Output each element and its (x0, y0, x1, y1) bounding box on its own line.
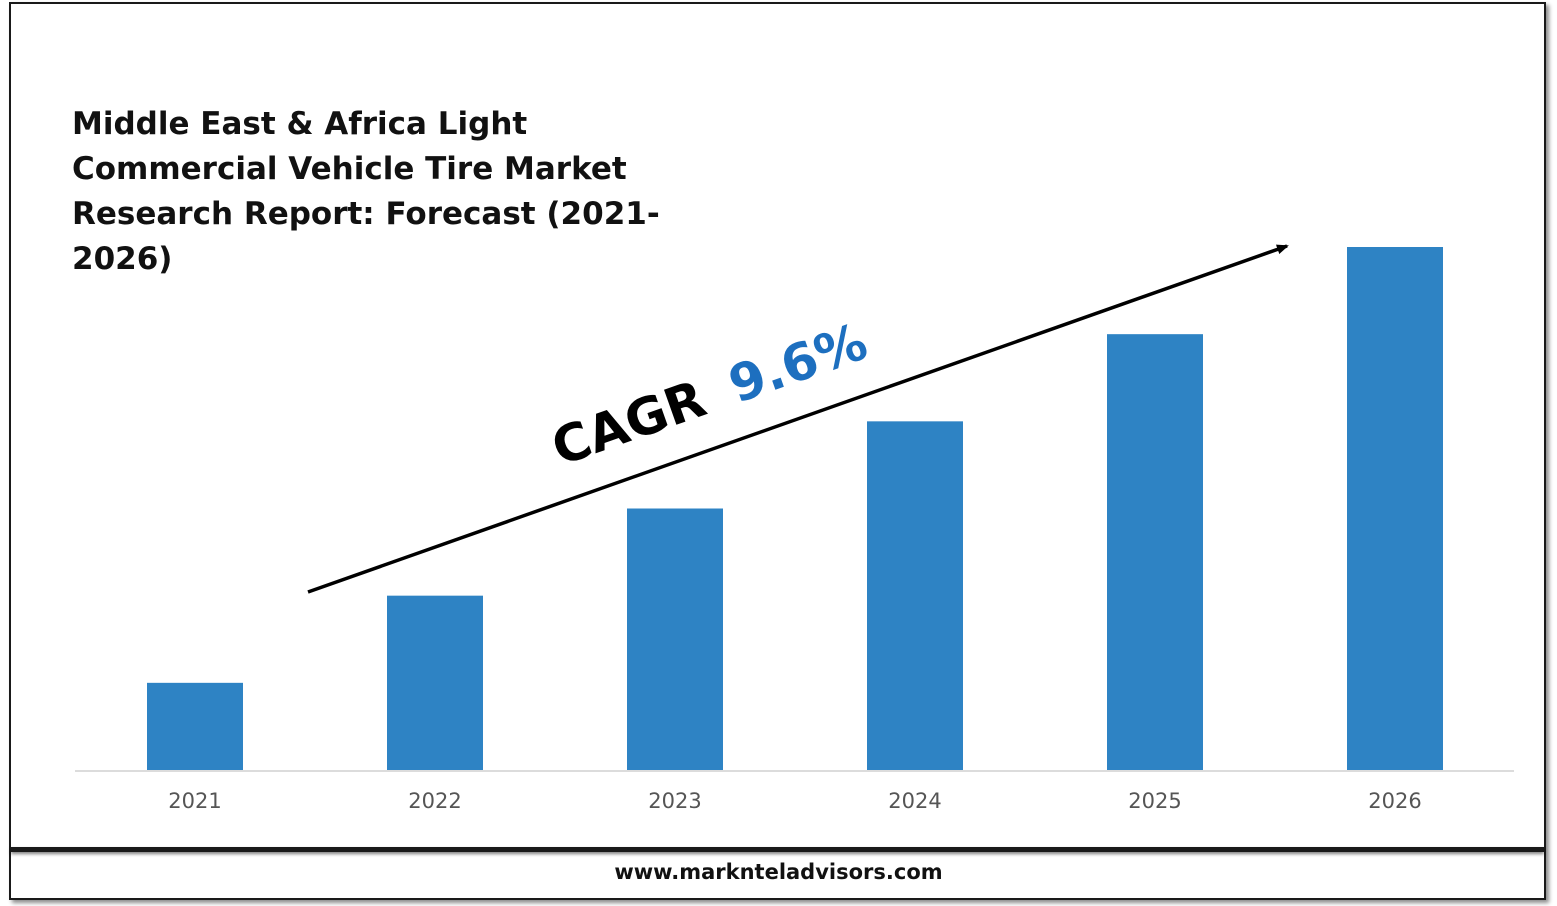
x-tick-label-2021: 2021 (168, 789, 221, 813)
bar-2026 (1347, 247, 1443, 770)
x-tick-label-2024: 2024 (888, 789, 941, 813)
bar-2025 (1107, 334, 1203, 770)
footer-website-link[interactable]: www.marknteladvisors.com (614, 860, 943, 884)
chart-frame (9, 2, 1546, 900)
x-tick-label-2026: 2026 (1368, 789, 1421, 813)
bar-2023 (627, 508, 723, 770)
trend-arrow (307, 244, 1289, 594)
bar-2022 (387, 595, 483, 770)
chart-title: Middle East & Africa Light Commercial Ve… (72, 106, 660, 277)
bar-2021 (147, 682, 243, 770)
x-tick-labels: 2021 2022 2023 2024 2025 2026 (168, 789, 1421, 813)
bar-2024 (867, 421, 963, 770)
x-tick-label-2022: 2022 (408, 789, 461, 813)
footer-divider (11, 847, 1544, 852)
cagr-label: CAGR (545, 370, 714, 478)
bars-group (147, 247, 1443, 770)
x-tick-label-2025: 2025 (1128, 789, 1181, 813)
x-tick-label-2023: 2023 (648, 789, 701, 813)
cagr-annotation: CAGR 9.6% (545, 313, 875, 479)
